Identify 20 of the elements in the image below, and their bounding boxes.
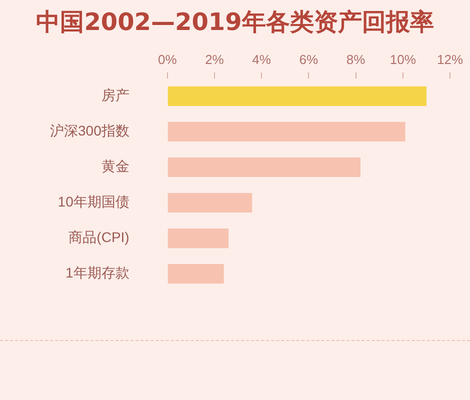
bar xyxy=(168,192,252,213)
y-tick-label: 沪深300指数 xyxy=(50,122,130,139)
x-tick-label: 12% xyxy=(436,52,464,68)
x-tick-label: 8% xyxy=(346,52,366,68)
bar xyxy=(168,157,360,178)
y-tick-label: 商品(CPI) xyxy=(68,229,130,246)
x-tick-label: 4% xyxy=(252,52,272,68)
y-tick-label: 1年期存款 xyxy=(66,264,130,281)
y-tick-label: 黄金 xyxy=(101,158,130,174)
bar xyxy=(168,228,229,248)
x-tick-label: 2% xyxy=(205,52,224,68)
y-tick-label: 房产 xyxy=(101,87,130,104)
x-tick-label: 0% xyxy=(158,52,178,68)
bar xyxy=(168,86,426,106)
x-tick-label: 6% xyxy=(299,52,319,68)
bar xyxy=(168,122,406,142)
y-tick-label: 10年期国债 xyxy=(58,194,130,210)
x-tick-label: 10% xyxy=(390,52,416,68)
chart-title: 中国2002—2019年各类资产回报率 xyxy=(35,7,435,38)
bar xyxy=(168,264,224,284)
